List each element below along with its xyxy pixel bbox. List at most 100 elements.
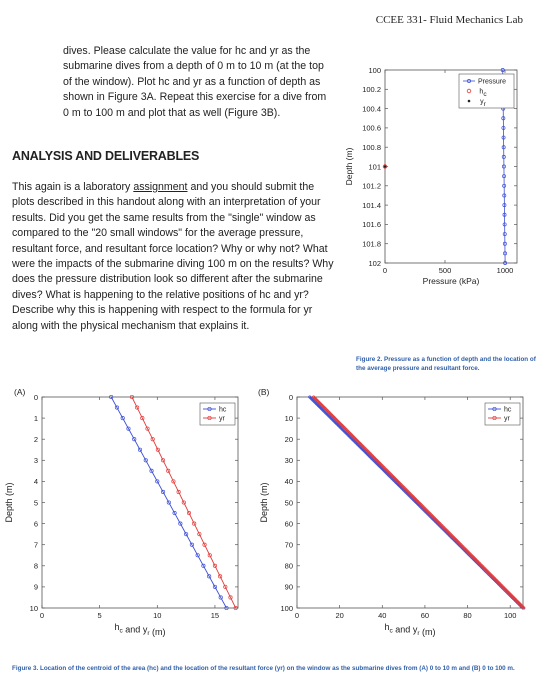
fig3a-hc-point [132, 437, 137, 442]
fig2-x-tick-label: 500 [439, 266, 452, 275]
fig2-hc-point [382, 164, 388, 169]
fig3a-hc-point [172, 511, 177, 516]
fig3b-legend-hc-marker [492, 406, 497, 412]
fig2-y-tick-label: 101 [368, 162, 381, 171]
fig3a-y-axis-label: Depth (m) [4, 482, 14, 522]
fig3b-x-tick-label: 60 [421, 611, 429, 620]
fig3b-legend-hc-label: hc [504, 407, 512, 414]
fig3b-y-tick-label: 100 [280, 604, 293, 613]
fig3b-y-axis-label: Depth (m) [259, 482, 269, 522]
fig2-x-tick-label: 1000 [497, 266, 514, 275]
fig2-legend-hc-marker [466, 88, 472, 94]
fig3a-yr-point [212, 563, 217, 568]
fig3a-yr-point [181, 500, 186, 505]
fig3a-y-tick-label: 5 [34, 498, 38, 507]
fig3a-hc-point [137, 447, 143, 452]
fig3b-y-tick-label: 70 [285, 541, 293, 550]
fig3a-yr-point [207, 553, 212, 558]
fig2-y-tick-label: 100 [368, 66, 381, 75]
deliverables-text: This again is a laboratory assignment an… [12, 180, 334, 334]
fig3a-hc-point [178, 521, 183, 526]
intro-text: dives. Please calculate the value for hc… [63, 45, 327, 119]
fig3a-legend-yr-marker [207, 415, 212, 421]
fig3a-y-tick-label: 6 [34, 519, 38, 528]
fig3a-series-hc-line [110, 396, 227, 609]
fig2-pressure-point [502, 232, 507, 236]
page-header: CCEE 331- Fluid Mechanics Lab [375, 14, 523, 26]
fig3a-legend-box [199, 402, 236, 426]
fig3b-legend-yr-label: yr [504, 416, 511, 423]
fig3a-yr-point [140, 416, 145, 421]
fig3a-x-tick-label: 10 [153, 611, 161, 620]
fig3b-y-tick-label: 10 [285, 414, 293, 423]
fig3a-legend-hc-marker [207, 406, 212, 412]
fig3b-axes-box [296, 396, 524, 609]
fig3a-yr-point [135, 405, 140, 410]
fig3a-hc-point [161, 489, 166, 495]
fig3b-y-tick-label: 90 [285, 583, 293, 592]
fig3b-x-tick-label: 100 [504, 611, 517, 620]
fig2-pressure-point [500, 68, 505, 72]
intro-paragraph: dives. Please calculate the value for hc… [63, 44, 335, 121]
fig2-y-tick-label: 101.4 [362, 201, 381, 210]
fig3a-hc-point [155, 479, 160, 484]
section-title: ANALYSIS AND DELIVERABLES [12, 149, 200, 163]
fig3b-y-tick-label: 50 [285, 498, 293, 507]
fig3a-legend-hc-label: hc [219, 407, 227, 414]
figure-2-chart: 100 100.2 100.4 100.6 100.8 101 101.2 101.4 101.… [344, 66, 518, 286]
fig2-y-tick-label: 102 [368, 259, 381, 268]
fig3a-hc-point [212, 584, 217, 589]
fig3a-hc-point [189, 542, 194, 547]
assignment-link-text: assignment [133, 181, 188, 193]
fig2-pressure-point [502, 212, 507, 217]
fig2-y-tick-label: 100.6 [362, 124, 381, 133]
fig2-y-tick-label: 101.2 [362, 182, 381, 191]
fig3a-y-tick-label: 7 [34, 541, 38, 550]
deliverables-paragraph: This again is a laboratory assignment an… [12, 180, 334, 334]
fig3a-hc-point [126, 426, 131, 431]
fig3a-y-tick-label: 10 [30, 604, 38, 613]
fig3a-hc-point [195, 553, 200, 558]
fig3a-series-yr-line [131, 396, 237, 609]
fig2-y-tick-label: 101.6 [362, 220, 381, 229]
fig3a-yr-point [233, 605, 238, 611]
figure-2-caption: Figure 2. Pressure as a function of dept… [356, 356, 536, 372]
fig2-pressure-point [502, 222, 507, 227]
fig2-pressure-point [501, 116, 506, 121]
fig3b-x-tick-label: 80 [463, 611, 471, 620]
fig2-y-axis-label: Depth (m) [344, 147, 354, 185]
fig3a-y-tick-label: 8 [34, 562, 38, 571]
fig3a-yr-point [155, 447, 160, 452]
fig3b-y-tick-label: 0 [289, 393, 293, 402]
fig2-x-axis-label: Pressure (kPa) [423, 276, 480, 286]
fig3a-hc-point [120, 416, 125, 421]
fig2-pressure-point [501, 125, 506, 130]
fig3a-hc-point [201, 563, 206, 568]
fig3a-y-tick-label: 2 [34, 435, 38, 444]
fig3a-yr-point [202, 542, 207, 547]
fig2-pressure-point [501, 164, 506, 169]
fig3a-yr-point [197, 532, 202, 537]
fig2-y-tick-label: 101.8 [362, 240, 381, 249]
fig3a-yr-point [150, 437, 155, 442]
fig3a-hc-point [149, 468, 154, 473]
fig3a-x-tick-label: 0 [40, 611, 44, 620]
fig2-pressure-point [502, 183, 507, 188]
fig3b-y-tick-label: 20 [285, 435, 293, 444]
fig2-pressure-point [502, 174, 506, 179]
fig3b-x-tick-label: 20 [335, 611, 343, 620]
fig2-pressure-point [503, 251, 507, 256]
fig3b-legend-yr-marker [492, 415, 497, 421]
fig2-yr-point [383, 165, 387, 168]
fig3b-x-tick-label: 40 [378, 611, 386, 620]
fig3a-hc-point [109, 394, 114, 400]
fig3b-y-tick-label: 60 [285, 519, 293, 528]
fig2-pressure-point [502, 193, 507, 198]
fig2-legend-pressure-marker [467, 79, 471, 83]
deliverables-text-after: and you should submit the plots describe… [12, 181, 334, 332]
fig2-pressure-point [501, 145, 506, 150]
fig3a-yr-point [171, 479, 176, 484]
fig2-y-tick-label: 100.4 [362, 104, 381, 113]
